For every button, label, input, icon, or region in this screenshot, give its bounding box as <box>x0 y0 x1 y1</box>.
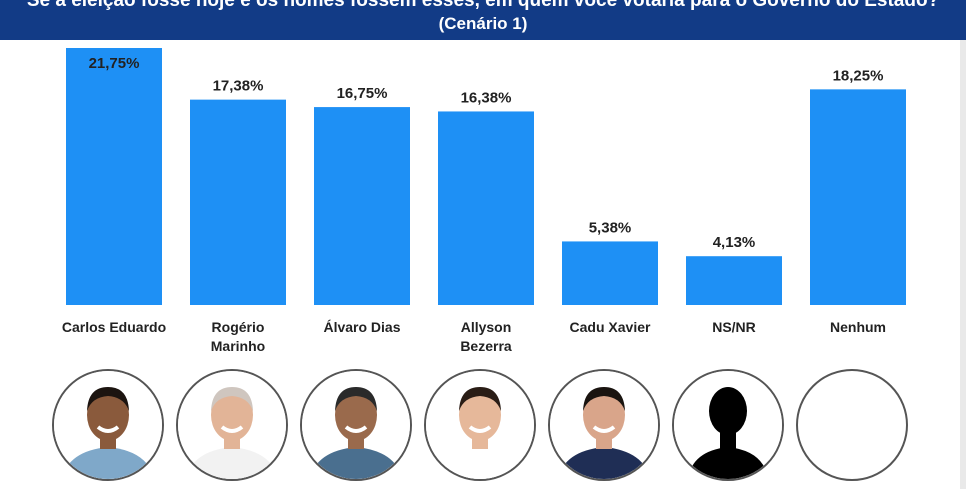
category-label-1-line1: Marinho <box>211 338 265 354</box>
category-label-1-line0: Rogério <box>212 319 265 335</box>
value-label-0: 21,75% <box>89 55 140 72</box>
avatar-2 <box>300 369 412 481</box>
category-label-3-line0: Allyson <box>461 319 512 335</box>
bar-1 <box>190 99 286 305</box>
value-label-1: 17,38% <box>213 78 264 95</box>
avatar-0 <box>52 369 164 481</box>
bar-chart: 21,75% Carlos Eduardo 17,38% Rogério Marinho… <box>62 48 906 354</box>
person-photo-icon <box>178 371 286 479</box>
avatar-1 <box>176 369 288 481</box>
value-label-5: 4,13% <box>713 234 756 251</box>
bar-2 <box>314 107 410 305</box>
silhouette-icon <box>674 371 782 479</box>
category-label-3-line1: Bezerra <box>460 338 512 354</box>
value-label-4: 5,38% <box>589 219 632 236</box>
person-photo-icon <box>426 371 534 479</box>
frame-edge <box>960 40 966 489</box>
category-label-2: Álvaro Dias <box>323 319 400 335</box>
value-label-6: 18,25% <box>833 67 884 84</box>
bar-0 <box>66 48 162 305</box>
bar-3 <box>438 111 534 305</box>
person-photo-icon <box>302 371 410 479</box>
category-label-0: Carlos Eduardo <box>62 319 166 335</box>
person-photo-icon <box>54 371 162 479</box>
avatar-4 <box>548 369 660 481</box>
survey-question: Se a eleição fosse hoje e os nomes fosse… <box>26 0 940 11</box>
scenario-label: (Cenário 1) <box>438 14 528 33</box>
avatar-6 <box>796 369 908 481</box>
chart-header: Se a eleição fosse hoje e os nomes fosse… <box>0 0 966 40</box>
avatar-3 <box>424 369 536 481</box>
avatar-5 <box>672 369 784 481</box>
bar-4 <box>562 241 658 305</box>
bar-6 <box>810 89 906 305</box>
category-label-4: Cadu Xavier <box>570 319 651 335</box>
value-label-3: 16,38% <box>461 89 512 106</box>
category-label-6: Nenhum <box>830 319 886 335</box>
category-label-5: NS/NR <box>712 319 756 335</box>
person-photo-icon <box>550 371 658 479</box>
bar-5 <box>686 256 782 305</box>
value-label-2: 16,75% <box>337 85 388 102</box>
